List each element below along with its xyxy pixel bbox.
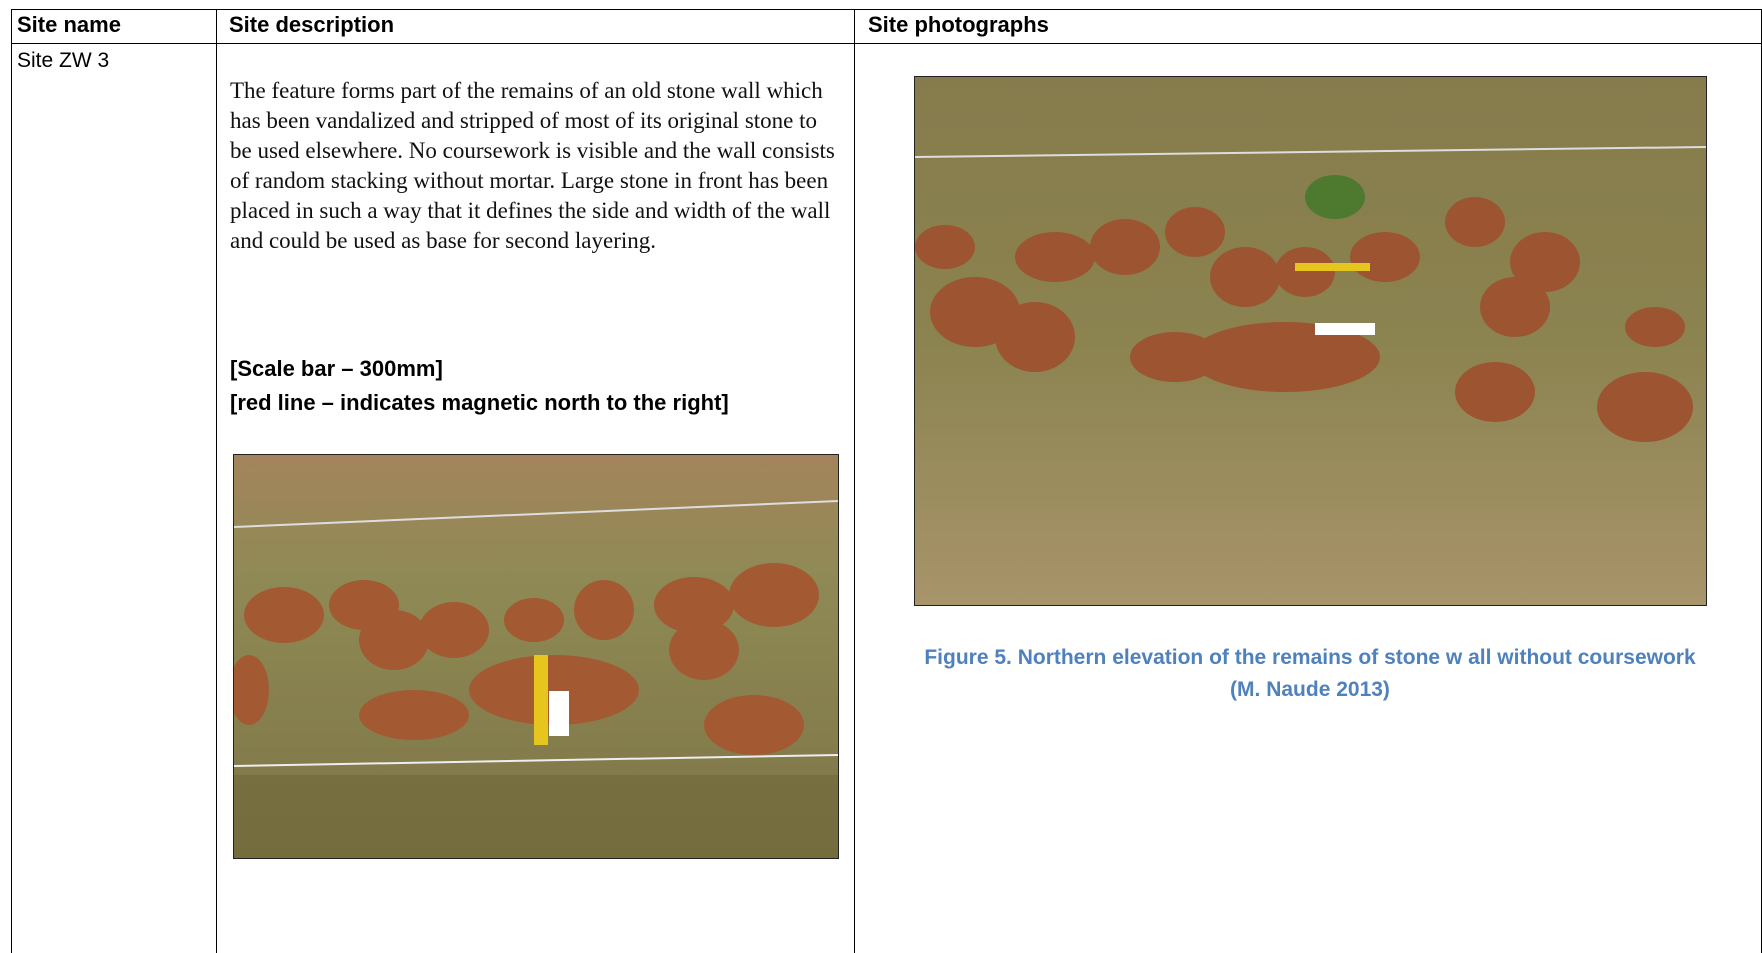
site-photo xyxy=(233,454,839,859)
header-cell: Site description xyxy=(229,12,395,37)
site-photo xyxy=(914,76,1707,606)
table-border xyxy=(854,9,855,953)
scale-note: [Scale bar – 300mm] xyxy=(230,356,443,381)
table-border xyxy=(11,9,1762,10)
figure-caption: Figure 5. Northern elevation of the rema… xyxy=(924,646,1696,669)
header-cell: Site photographs xyxy=(868,12,1049,37)
site-name: Site ZW 3 xyxy=(17,49,110,72)
scale-note: [red line – indicates magnetic north to … xyxy=(230,390,729,415)
table-border xyxy=(11,9,12,953)
table-border xyxy=(11,43,1762,44)
table-border xyxy=(216,9,217,953)
site-description: The feature forms part of the remains of… xyxy=(230,78,835,253)
header-cell: Site name xyxy=(17,12,121,37)
figure-caption: (M. Naude 2013) xyxy=(1230,678,1390,701)
